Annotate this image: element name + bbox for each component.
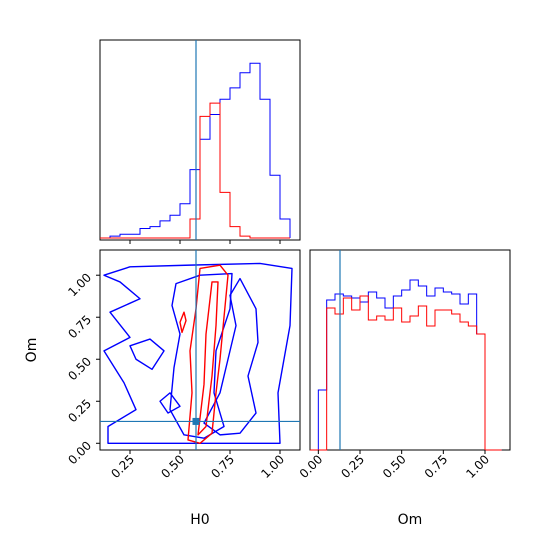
scatter-h0-om-panel: 0.25 0.50 0.75 1.000.000.250.500.751.00 Om … xyxy=(24,249,301,528)
hist-om-x-tick-label: 0.50 xyxy=(380,452,409,481)
hist-h0-ticks xyxy=(129,240,281,244)
hist-om-series xyxy=(310,279,502,451)
hist-om-panel: 0.00 0.25 0.50 0.75 1.00 Om xyxy=(297,249,511,528)
blue-contour-2 xyxy=(203,277,259,436)
blue-contour-4 xyxy=(159,392,181,414)
blue-contour-1 xyxy=(169,272,233,439)
hist-om-red-step xyxy=(310,295,502,451)
hist-om-frame xyxy=(309,249,511,451)
hist-om-x-tick-label: 0.75 xyxy=(422,452,451,481)
red-contour-2 xyxy=(179,311,187,334)
x-axis-label-h0: H0 xyxy=(190,512,209,528)
scatter-x-tick-label: 0.75 xyxy=(208,452,237,481)
scatter-x-tick-label: 0.25 xyxy=(108,452,137,481)
x-axis-label-om: Om xyxy=(398,512,423,528)
scatter-y-tick-label: 0.75 xyxy=(65,312,94,341)
red-contour-0 xyxy=(187,264,229,444)
hist-h0-blue-step xyxy=(100,62,291,239)
scatter-x-tick-label: 1.00 xyxy=(258,452,287,481)
scatter-y-tick-label: 1.00 xyxy=(65,270,94,299)
blue-contour-0 xyxy=(103,262,293,444)
y-axis-label-om: Om xyxy=(24,338,40,363)
scatter-x-tick-label: 0.50 xyxy=(158,452,187,481)
hist-h0-series xyxy=(100,62,291,239)
hist-om-blue-step xyxy=(310,279,502,451)
hist-h0-red-step xyxy=(100,102,290,239)
hist-om-x-tick-label: 0.25 xyxy=(338,452,367,481)
blue-contour-3 xyxy=(129,338,165,371)
hist-h0-frame xyxy=(99,39,301,241)
scatter-ticks: 0.25 0.50 0.75 1.00 0.00 0.25 0.50 0.75 1.00 xyxy=(65,270,287,481)
hist-om-x-tick-label: 1.00 xyxy=(463,452,492,481)
scatter-frame xyxy=(99,249,301,451)
scatter-contours xyxy=(103,262,293,444)
red-contour-1 xyxy=(197,281,219,436)
scatter-y-tick-label: 0.25 xyxy=(65,396,94,425)
scatter-y-tick-label: 0.50 xyxy=(65,354,94,383)
truth-point-marker xyxy=(192,417,200,425)
hist-h0-panel xyxy=(99,39,301,244)
scatter-y-tick-label: 0.00 xyxy=(65,438,94,467)
hist-om-ticks: 0.00 0.25 0.50 0.75 1.00 xyxy=(297,450,492,481)
hist-om-x-tick-label: 0.00 xyxy=(297,452,326,481)
scatter-truth-lines xyxy=(100,250,300,450)
